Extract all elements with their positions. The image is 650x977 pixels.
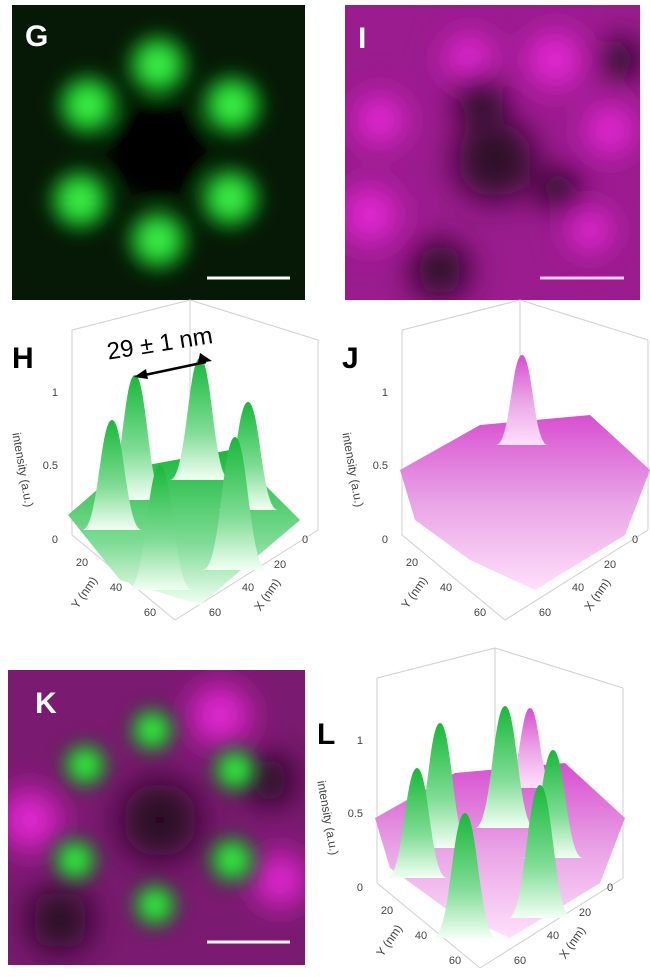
- arrow-head: [134, 353, 212, 379]
- image-k: [8, 670, 305, 965]
- surface-plot: 1 0.5 0 20 40 60 0 20 40 60 intensity (a.u.) Y (nm)…: [314, 647, 625, 969]
- z-tick-label: 0.5: [43, 460, 58, 472]
- image-g: [12, 5, 305, 300]
- z-tick-label: 0: [382, 534, 388, 546]
- surface-peak: [387, 768, 447, 878]
- y-tick-label: 20: [406, 557, 418, 569]
- image-i: [345, 5, 640, 300]
- y-axis-label: Y (nm): [398, 574, 430, 611]
- x-tick-label: 20: [274, 559, 286, 571]
- surface-peak: [170, 358, 230, 480]
- x-tick-label: 0: [607, 882, 613, 894]
- z-axis-label: intensity (a.u.): [314, 780, 341, 857]
- axis-box-line: [479, 877, 624, 969]
- y-tick-label: 60: [144, 607, 156, 619]
- y-axis-label: Y (nm): [68, 574, 100, 611]
- x-axis-label: X (nm): [556, 924, 588, 962]
- surface-peak: [203, 437, 267, 570]
- y-tick-label: 40: [110, 582, 122, 594]
- surface-plot: 1 0.5 0 20 40 60 0 20 40 60 intensity (a.u.) Y (nm)…: [339, 299, 650, 621]
- x-axis-label: X (nm): [581, 576, 613, 614]
- surface-peak: [496, 355, 548, 445]
- axis-box-line: [376, 647, 496, 679]
- surface-peak: [508, 785, 572, 918]
- x-tick-label: 0: [632, 534, 638, 546]
- surface-peak: [128, 465, 192, 590]
- axis-box-line: [174, 529, 319, 621]
- y-tick-label: 20: [76, 557, 88, 569]
- panel-label: L: [317, 718, 335, 751]
- surface-peak: [82, 420, 142, 530]
- y-axis-label: Y (nm): [373, 922, 405, 959]
- z-tick-label: 0.5: [348, 808, 363, 820]
- panel-label: I: [358, 22, 366, 55]
- x-tick-label: 60: [539, 607, 551, 619]
- axis-box-line: [494, 647, 624, 689]
- y-tick-label: 20: [381, 905, 393, 917]
- z-axis-label: intensity (a.u.): [339, 432, 366, 509]
- y-tick-label: 60: [449, 955, 461, 967]
- x-tick-label: 20: [579, 907, 591, 919]
- surface-peak: [433, 813, 497, 938]
- z-tick-label: 1: [357, 735, 363, 747]
- axis-box-line: [519, 299, 649, 341]
- z-tick-label: 0: [357, 882, 363, 894]
- z-tick-label: 1: [52, 387, 58, 399]
- x-tick-label: 60: [514, 955, 526, 967]
- z-tick-label: 0: [52, 534, 58, 546]
- x-tick-label: 40: [572, 582, 584, 594]
- x-tick-label: 20: [604, 559, 616, 571]
- x-tick-label: 60: [209, 607, 221, 619]
- axis-box-line: [401, 299, 521, 331]
- surface-peak: [475, 706, 535, 828]
- x-tick-label: 40: [242, 582, 254, 594]
- axis-box-line: [401, 534, 506, 621]
- y-tick-label: 40: [440, 582, 452, 594]
- surface-plot: 1 0.5 0 20 40 60 0 20 40 60 intensity (a.u.) Y (nm)…: [9, 299, 319, 621]
- annotation-arrow: [139, 360, 207, 378]
- z-tick-label: 1: [382, 387, 388, 399]
- panel-label: G: [25, 20, 48, 53]
- annotation: 29 ± 1 nm: [105, 322, 214, 365]
- y-tick-label: 60: [474, 607, 486, 619]
- surface-base: [400, 415, 650, 590]
- z-axis-label: intensity (a.u.): [9, 432, 36, 509]
- x-tick-label: 40: [547, 930, 559, 942]
- panel-label: J: [342, 342, 359, 375]
- axis-box-line: [504, 529, 649, 621]
- axis-box-line: [189, 299, 319, 341]
- y-tick-label: 40: [415, 930, 427, 942]
- axis-box-line: [376, 882, 481, 969]
- axis-box-line: [71, 299, 191, 331]
- panel-label: K: [35, 687, 57, 720]
- x-tick-label: 0: [302, 534, 308, 546]
- z-tick-label: 0.5: [373, 460, 388, 472]
- x-axis-label: X (nm): [251, 576, 283, 614]
- panel-label: H: [12, 342, 34, 375]
